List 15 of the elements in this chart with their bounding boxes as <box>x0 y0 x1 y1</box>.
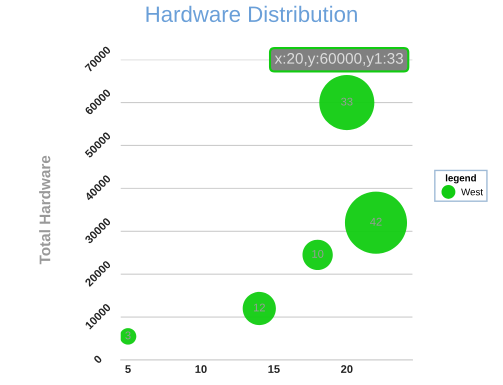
x-tick-label: 20 <box>341 365 353 373</box>
y-axis-title: Total Hardware <box>39 156 50 264</box>
data-label: 10 <box>312 250 324 258</box>
data-label: 3 <box>125 331 131 340</box>
x-tick-label: 5 <box>125 365 131 373</box>
x-tick-label: 15 <box>268 365 280 373</box>
y-tick-label: 0 <box>93 354 102 364</box>
legend-label: West <box>461 188 483 196</box>
legend-title: legend <box>446 174 476 184</box>
data-label: 33 <box>341 98 353 106</box>
annotation: x:20,y:60000,y1:33 <box>274 53 404 67</box>
data-label: 12 <box>254 304 265 312</box>
x-tick-label: 10 <box>195 365 207 373</box>
chart-title: Hardware Distribution <box>146 6 357 22</box>
data-label: 42 <box>370 218 382 226</box>
